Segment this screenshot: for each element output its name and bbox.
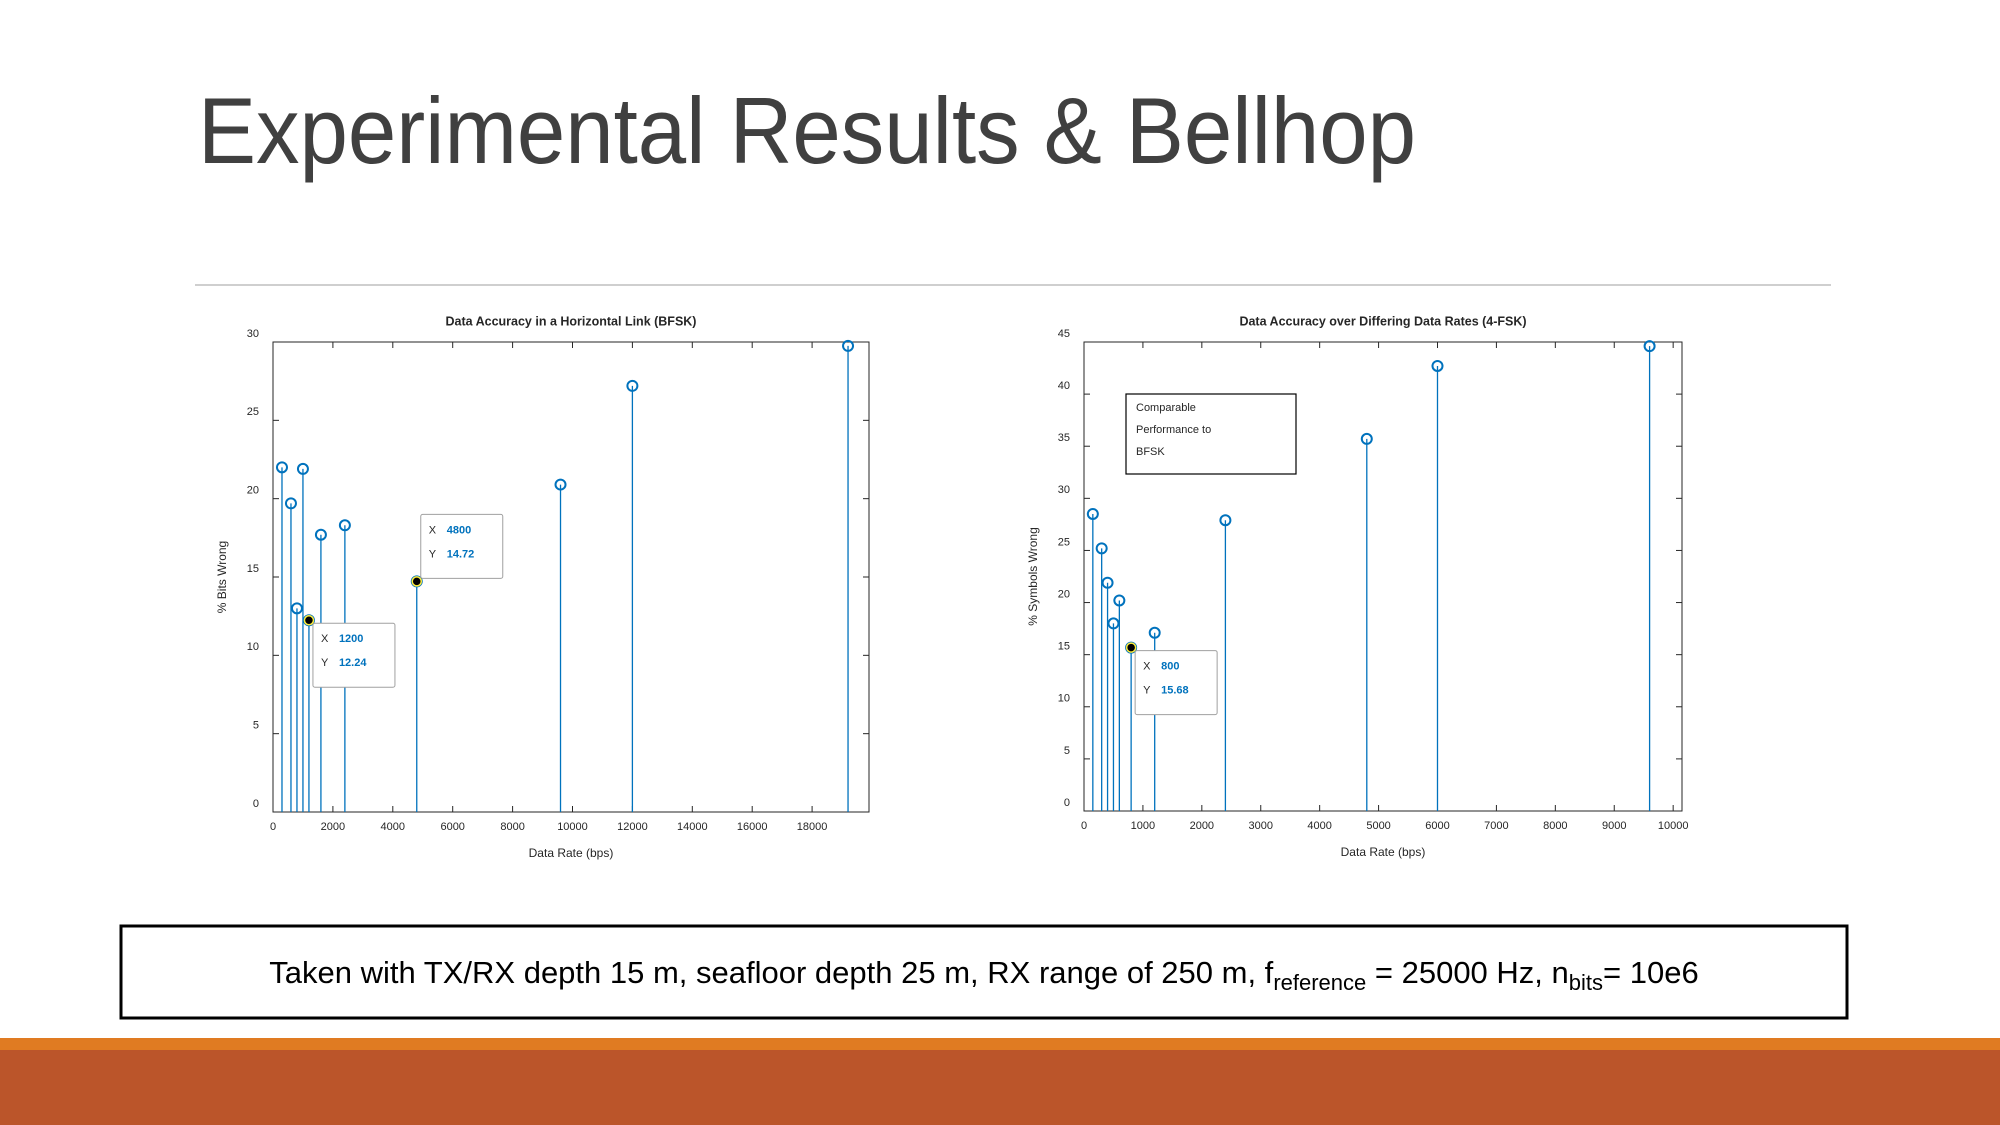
datatip-value: 800 [1161,660,1179,672]
x-axis-label: Data Rate (bps) [1341,845,1426,859]
x-tick-label: 16000 [737,821,768,833]
stem-marker [1431,359,1444,372]
stem-marker [1360,432,1373,445]
stem-marker [842,339,855,352]
x-tick-label: 4000 [381,821,405,833]
caption-text: Taken with TX/RX depth 15 m, seafloor de… [269,955,1273,990]
y-axis-label: % Symbols Wrong [1026,527,1040,625]
stem-marker [1643,340,1656,353]
caption: Taken with TX/RX depth 15 m, seafloor de… [269,955,1698,995]
datatip-value: 4800 [447,524,471,536]
y-tick-label: 25 [247,406,259,418]
x-tick-label: 1000 [1131,820,1155,832]
x-tick-label: 10000 [1658,820,1689,832]
x-tick-label: 3000 [1249,820,1273,832]
y-axis-label: % Bits Wrong [215,541,229,613]
annotation-text: BFSK [1136,446,1165,458]
stem-marker [314,528,327,541]
x-tick-label: 8000 [500,821,524,833]
y-tick-label: 15 [1058,641,1070,653]
datatip-value: 15.68 [1161,684,1189,696]
datatip-value: 12.24 [339,657,367,669]
y-tick-label: 10 [247,641,259,653]
datatip-point [411,576,423,587]
x-tick-label: 0 [1081,820,1087,832]
x-tick-label: 12000 [617,821,648,833]
datatip-value: 14.72 [447,548,475,560]
stem-marker [1095,542,1108,555]
x-tick-label: 6000 [440,821,464,833]
y-tick-label: 30 [1058,484,1070,496]
datatip-value: 1200 [339,633,363,645]
caption-box [119,924,1849,1020]
y-tick-label: 20 [1058,588,1070,600]
chart-title: Data Accuracy over Differing Data Rates … [1239,314,1526,328]
slide-title: Experimental Results & Bellhop [198,78,1416,183]
stem-marker [554,478,567,491]
stem-marker [296,462,309,475]
y-tick-label: 20 [247,485,259,497]
stem-marker [626,379,639,392]
datatip-box [1134,650,1218,716]
x-axis-label: Data Rate (bps) [529,846,614,860]
stem-marker [1113,594,1126,607]
x-tick-label: 8000 [1543,820,1567,832]
x-tick-label: 0 [270,821,276,833]
x-tick-label: 9000 [1602,820,1626,832]
datatip-label: X [1143,660,1151,672]
x-tick-label: 10000 [557,821,588,833]
datatip-label: X [429,524,437,536]
stem-marker [275,461,288,474]
y-tick-label: 40 [1058,380,1070,392]
datatip-label: X [321,633,329,645]
caption-sub: reference [1273,970,1366,995]
y-tick-label: 5 [1064,745,1070,757]
accent-stripe [0,1038,2000,1050]
y-tick-label: 35 [1058,432,1070,444]
caption-sub: bits [1569,970,1603,995]
y-tick-label: 5 [253,720,259,732]
stem-marker [1101,576,1114,589]
stem-marker [1148,626,1161,639]
y-tick-label: 15 [247,563,259,575]
caption-text: = 25000 Hz, n [1366,955,1569,990]
datatip-box [312,622,396,688]
stem-marker [284,497,297,510]
x-tick-label: 18000 [797,821,828,833]
stem-marker [338,519,351,532]
caption-text: = 10e6 [1603,955,1699,990]
datatip-label: Y [321,657,329,669]
y-tick-label: 25 [1058,536,1070,548]
x-tick-label: 5000 [1366,820,1390,832]
footer-bar [0,1050,2000,1125]
datatip-label: Y [429,548,437,560]
stem-marker [1219,514,1232,527]
y-tick-label: 10 [1058,693,1070,705]
annotation-text: Performance to [1136,424,1211,436]
annotation-text: Comparable [1136,402,1196,414]
stem-marker [290,602,303,615]
y-tick-label: 0 [253,798,259,810]
y-tick-label: 30 [247,328,259,340]
plot-area [272,341,870,813]
stem-marker [1086,507,1099,520]
datatip-point [1125,642,1137,653]
x-tick-label: 2000 [321,821,345,833]
datatip-point [303,614,315,626]
stem-marker [1107,617,1120,630]
x-tick-label: 4000 [1307,820,1331,832]
datatip-label: Y [1143,684,1151,696]
x-tick-label: 6000 [1425,820,1449,832]
y-tick-label: 45 [1058,328,1070,340]
y-tick-label: 0 [1064,797,1070,809]
datatip-box [420,513,504,579]
chart-title: Data Accuracy in a Horizontal Link (BFSK… [446,314,697,328]
x-tick-label: 7000 [1484,820,1508,832]
annotation-box [1125,393,1297,475]
x-tick-label: 2000 [1190,820,1214,832]
x-tick-label: 14000 [677,821,708,833]
